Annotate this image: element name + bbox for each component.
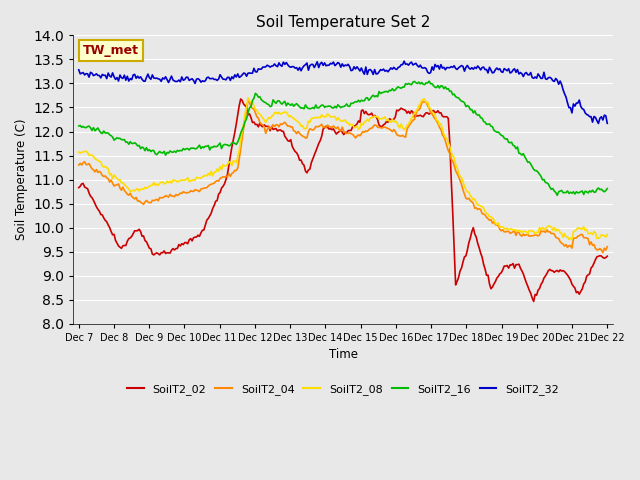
Title: Soil Temperature Set 2: Soil Temperature Set 2 [256, 15, 430, 30]
Text: TW_met: TW_met [83, 44, 139, 57]
Y-axis label: Soil Temperature (C): Soil Temperature (C) [15, 119, 28, 240]
X-axis label: Time: Time [328, 348, 358, 361]
Legend: SoilT2_02, SoilT2_04, SoilT2_08, SoilT2_16, SoilT2_32: SoilT2_02, SoilT2_04, SoilT2_08, SoilT2_… [123, 379, 563, 399]
